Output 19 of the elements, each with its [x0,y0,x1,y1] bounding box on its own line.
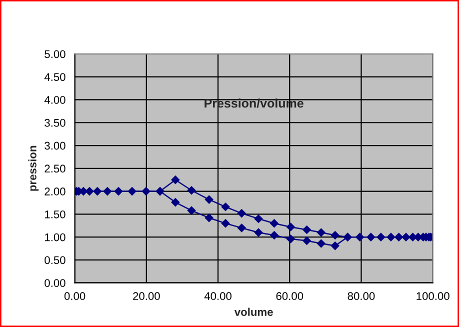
y-axis-title: pression [28,146,39,191]
y-tick-label: 4.00 [44,96,66,104]
x-tick-label: 20.00 [133,292,160,300]
y-tick-label: 1.50 [45,210,66,218]
x-tick-label: 0.00 [64,292,86,300]
x-tick-label: 40.00 [204,292,232,300]
x-axis-title: volume [234,308,273,316]
y-tick-label: 1.00 [45,233,66,242]
x-tick-label: 60.00 [276,292,304,300]
y-tick-label: 0.50 [44,256,66,264]
x-tick-label: 100.00 [416,292,450,300]
x-tick-label: 80.00 [348,292,375,300]
y-tick-label: 2.00 [44,188,66,196]
y-tick-label: 0.00 [44,279,66,287]
y-tick-label: 3.00 [44,142,66,150]
y-tick-label: 5.00 [44,50,66,58]
y-tick-label: 4.50 [44,73,66,81]
y-tick-label: 3.50 [44,118,66,127]
y-tick-label: 2.50 [44,164,66,173]
